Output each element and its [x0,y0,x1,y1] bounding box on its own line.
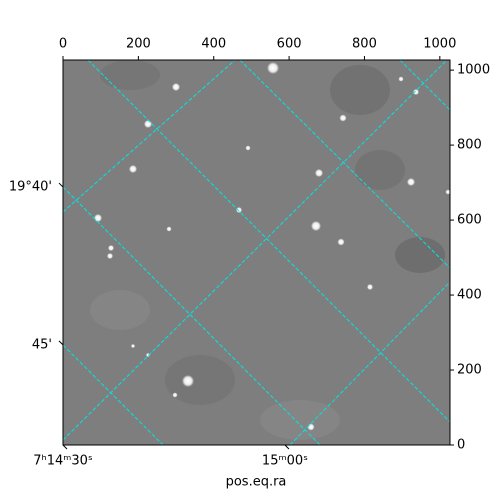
left-tick-label: 19°40' [9,180,52,195]
top-tick-label: 600 [277,37,302,52]
left-tick-label: 45' [32,337,52,352]
bottom-tick-label: 15ᵐ00ˢ [262,454,308,469]
left-tick [58,340,64,346]
right-tick-label: 1000 [457,63,490,78]
bottom-tick [284,444,290,450]
right-tick-label: 200 [457,363,482,378]
image [63,60,450,445]
top-tick-label: 400 [201,37,226,52]
right-tick-label: 600 [457,213,482,228]
left-tick [58,182,64,188]
right-tick-label: 0 [457,438,465,453]
frame [62,59,451,446]
bottom-tick-label: 7ʰ14ᵐ30ˢ [33,454,93,469]
right-tick-label: 800 [457,138,482,153]
right-tick-label: 400 [457,288,482,303]
x-axis-label: pos.eq.ra [226,475,287,490]
top-tick-label: 800 [352,37,377,52]
top-tick-label: 0 [59,37,67,52]
world-grid [63,60,450,445]
bottom-tick [62,444,68,450]
top-tick-label: 200 [126,37,151,52]
top-tick-label: 1000 [423,37,456,52]
